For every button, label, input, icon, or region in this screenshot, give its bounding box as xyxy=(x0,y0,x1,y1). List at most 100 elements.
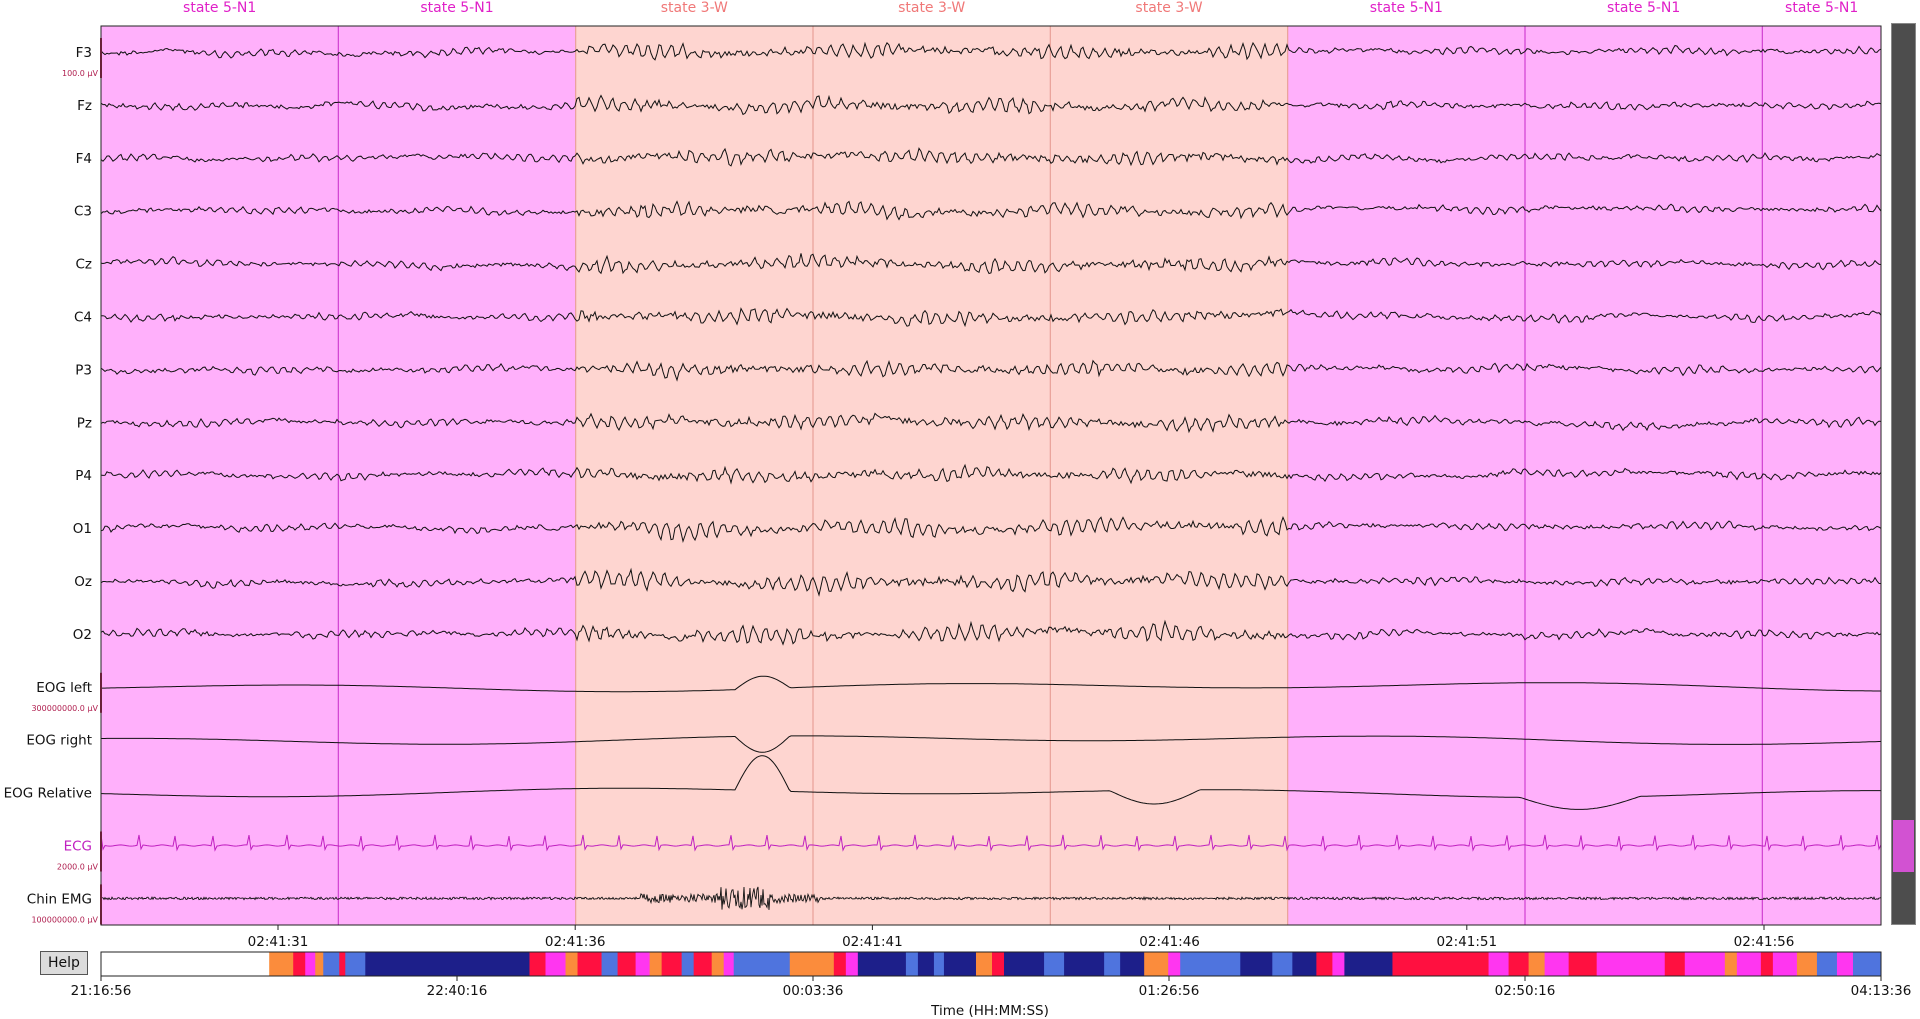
signal-trace xyxy=(100,886,1882,910)
signal-trace xyxy=(100,94,1882,116)
epoch-stage-label: state 5-N1 xyxy=(1607,0,1680,16)
hypnogram-segment xyxy=(1544,952,1570,976)
hypnogram-segment xyxy=(269,952,294,976)
signal-trace xyxy=(100,253,1882,275)
channel-label: O2 xyxy=(73,627,92,643)
signal-trace xyxy=(100,516,1882,544)
hypnogram-segment xyxy=(617,952,637,976)
hypnogram-segment xyxy=(1596,952,1666,976)
epoch-labels: state 5-N1 state 5-N1 state 3-W state 3-W st… xyxy=(183,0,1858,16)
channel-scrollbar[interactable] xyxy=(1891,23,1916,925)
hypnogram-segment xyxy=(1528,952,1546,976)
hypnogram-segment xyxy=(905,952,919,976)
x-axis-title: Time (HH:MM:SS) xyxy=(931,1003,1049,1019)
channel-label: Chin EMG xyxy=(27,891,92,907)
signal-trace xyxy=(100,463,1882,485)
epoch-background xyxy=(1525,26,1763,925)
channel-scale-label: 300000000.0 µV xyxy=(31,704,98,713)
hypnogram-segment xyxy=(339,952,346,976)
hypnogram-segment xyxy=(101,952,270,976)
hypnogram-segment xyxy=(1836,952,1854,976)
signal-trace xyxy=(100,41,1882,61)
channel-label: Fz xyxy=(77,98,92,114)
hypnogram-segment xyxy=(365,952,530,976)
hypnogram-segment xyxy=(345,952,366,976)
hypnogram-segment xyxy=(943,952,977,976)
hypnogram-frame xyxy=(100,951,1882,977)
time-tick-label: 02:41:56 xyxy=(1734,934,1795,950)
hypnogram-segment xyxy=(992,952,1005,976)
hypnogram-segment xyxy=(1664,952,1686,976)
channel-label: Cz xyxy=(75,257,92,273)
hypnogram-segment xyxy=(1772,952,1798,976)
epoch-stage-label: state 3-W xyxy=(898,0,965,16)
epoch-background xyxy=(1762,26,1881,925)
hypnogram-segment xyxy=(933,952,945,976)
time-tick-label: 02:41:41 xyxy=(842,934,903,950)
channel-label: C4 xyxy=(74,310,92,326)
hypnogram-segment xyxy=(975,952,993,976)
epoch-stage-label: state 3-W xyxy=(1135,0,1202,16)
signal-trace xyxy=(100,567,1882,597)
channel-label: O1 xyxy=(73,521,92,537)
hypnogram-segment xyxy=(1852,952,1882,976)
hypnogram-segment xyxy=(305,952,316,976)
hypnogram-segment xyxy=(601,952,619,976)
signal-trace xyxy=(101,735,1881,753)
hypnogram-segment xyxy=(1316,952,1333,976)
channel-label: EOG right xyxy=(26,733,92,749)
signal-traces xyxy=(100,41,1882,910)
hypnogram-segment xyxy=(1816,952,1838,976)
channel-label: C3 xyxy=(74,204,92,220)
hypnogram-time-label: 01:26:56 xyxy=(1138,983,1200,999)
signal-trace xyxy=(101,675,1881,693)
hypnogram-segment xyxy=(1332,952,1345,976)
hypnogram-segment xyxy=(1180,952,1241,976)
hypnogram-time-label: 22:40:16 xyxy=(426,983,488,999)
hypnogram-segment xyxy=(917,952,935,976)
hypnogram-segment xyxy=(733,952,791,976)
signal-trace xyxy=(100,412,1882,434)
channel-label: F4 xyxy=(76,151,92,167)
time-tick-label: 02:41:36 xyxy=(545,934,606,950)
hypnogram-segment xyxy=(845,952,859,976)
hypnogram-time-label: 00:03:36 xyxy=(782,983,844,999)
epoch-stage-label: state 5-N1 xyxy=(1785,0,1858,16)
hypnogram-segment xyxy=(635,952,651,976)
channel-label: Pz xyxy=(77,415,92,431)
hypnogram-segment xyxy=(1392,952,1490,976)
channel-label: ECG xyxy=(64,839,92,855)
hypnogram-segment xyxy=(1568,952,1598,976)
hypnogram-segment xyxy=(1796,952,1818,976)
channel-scale-label: 100000000.0 µV xyxy=(31,915,98,924)
hypnogram-segment xyxy=(315,952,324,976)
hypnogram-segment xyxy=(1104,952,1121,976)
hypnogram-segment xyxy=(1144,952,1169,976)
channel-labels: F3 100.0 µV Fz F4 C3 Cz C4 P3 Pz P4 O1 Oz O2 EOG left… xyxy=(4,38,102,925)
plot-frame[interactable] xyxy=(100,25,1882,926)
hypnogram-segment xyxy=(1004,952,1045,976)
hypnogram-segment xyxy=(323,952,340,976)
hypnogram-segment xyxy=(545,952,567,976)
time-tick-label: 02:41:51 xyxy=(1436,934,1497,950)
epoch-stage-label: state 5-N1 xyxy=(183,0,256,16)
hypnogram-segment xyxy=(529,952,546,976)
epoch-stage-label: state 5-N1 xyxy=(420,0,493,16)
hypnogram-segment xyxy=(681,952,695,976)
hypnogram-segment xyxy=(833,952,847,976)
hypnogram-segment xyxy=(789,952,835,976)
epoch-stage-label: state 3-W xyxy=(661,0,728,16)
help-button[interactable]: Help xyxy=(40,951,88,975)
signal-trace xyxy=(100,834,1882,852)
hypnogram-segment xyxy=(649,952,663,976)
hypnogram-segment xyxy=(711,952,725,976)
hypnogram-segment xyxy=(1044,952,1065,976)
channel-label: EOG left xyxy=(36,680,92,696)
hypnogram-segment xyxy=(293,952,306,976)
channel-scrollbar-thumb[interactable] xyxy=(1893,820,1914,872)
hypnogram-segment xyxy=(723,952,735,976)
hypnogram-overview[interactable] xyxy=(100,951,1882,981)
hypnogram-segment xyxy=(1736,952,1762,976)
hypnogram-segment xyxy=(1488,952,1510,976)
